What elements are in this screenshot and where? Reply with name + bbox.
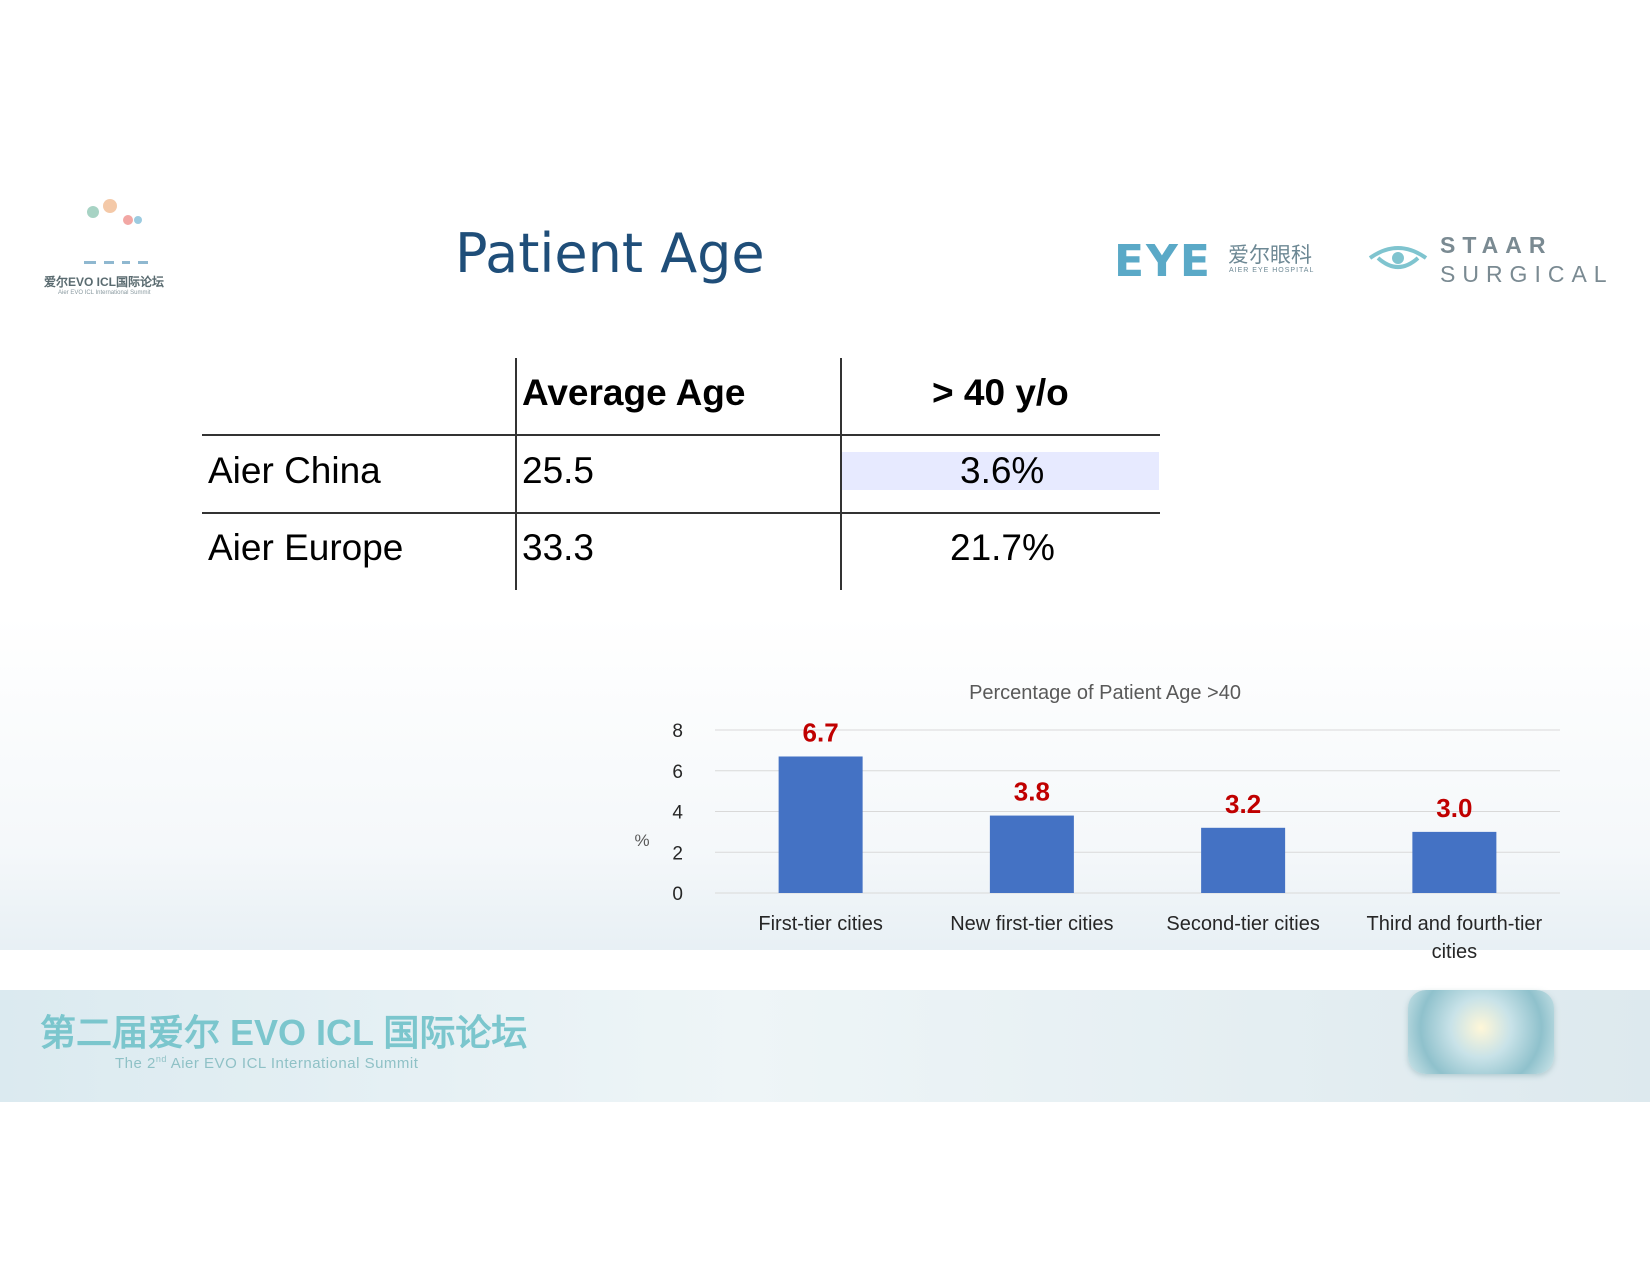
chart-y-axis-label: % — [634, 831, 649, 850]
header-over-40: > 40 y/o — [932, 372, 1069, 413]
footer-subtitle-pre: The 2 — [115, 1055, 156, 1072]
bar-3 — [1201, 827, 1286, 893]
row-label-aier-china: Aier China — [208, 450, 381, 491]
y-tick-label: 0 — [672, 884, 683, 905]
data-label: 6.7 — [803, 717, 839, 747]
cell-aier-europe-average-age: 33.3 — [522, 527, 595, 568]
table-divider — [840, 358, 842, 590]
age-table: Average Age > 40 y/o Aier China 25.5 3.6… — [202, 358, 1160, 590]
summit-logo-text: 爱尔EVO ICL国际论坛 — [44, 275, 165, 289]
x-category-label: Third and fourth-tier cities — [1367, 913, 1543, 963]
aier-logo-cn: 爱尔眼科 — [1228, 243, 1312, 267]
footer-subtitle: The 2nd Aier EVO ICL International Summi… — [115, 1054, 418, 1072]
highlight-cell-aier-china-over40 — [841, 452, 1159, 490]
data-label: 3.2 — [1225, 789, 1261, 819]
row-label-aier-europe: Aier Europe — [208, 527, 404, 568]
summit-logo: 爱尔EVO ICL国际论坛 Aier EVO ICL International… — [40, 198, 190, 308]
table-divider — [515, 358, 517, 590]
cell-aier-china-over-40: 3.6% — [960, 450, 1045, 491]
x-category-label: First-tier cities — [758, 913, 882, 935]
header-average-age: Average Age — [522, 372, 746, 413]
summit-logo-icon — [84, 199, 148, 264]
aier-logo-en: AIER EYE HOSPITAL — [1229, 267, 1315, 274]
table-divider — [202, 512, 1160, 514]
footer-title: 第二届爱尔 EVO ICL 国际论坛 — [40, 1012, 528, 1053]
aier-eye-hospital-logo: EYE 爱尔眼科 AIER EYE HOSPITAL — [1114, 236, 1313, 287]
x-category-label: Second-tier cities — [1166, 913, 1319, 935]
y-tick-label: 2 — [672, 843, 683, 864]
x-category-label: New first-tier cities — [950, 913, 1113, 935]
cell-aier-china-average-age: 25.5 — [522, 450, 595, 491]
bar-chart: Percentage of Patient Age >40 % 0 2 4 6 8 6.… — [634, 682, 1560, 963]
cell-aier-europe-over-40: 21.7% — [950, 527, 1055, 568]
bar-2 — [989, 815, 1074, 893]
staar-surgical-logo: STAAR SURGICAL — [1440, 232, 1614, 288]
lens-image-icon — [1408, 990, 1554, 1074]
chart-title: Percentage of Patient Age >40 — [969, 682, 1241, 704]
summit-logo-subtext: Aier EVO ICL International Summit — [58, 290, 151, 296]
staar-logo-line2: SURGICAL — [1440, 261, 1614, 287]
footer-subtitle-sup: nd — [155, 1054, 167, 1064]
y-tick-label: 6 — [672, 762, 683, 783]
y-tick-label: 8 — [672, 721, 683, 742]
table-divider — [202, 434, 1160, 436]
staar-logo-line1: STAAR — [1440, 232, 1553, 258]
data-label: 3.8 — [1014, 777, 1050, 807]
data-label: 3.0 — [1436, 793, 1472, 823]
staar-eye-icon — [1368, 246, 1428, 269]
y-tick-label: 4 — [672, 803, 683, 824]
footer-subtitle-post: Aier EVO ICL International Summit — [166, 1055, 419, 1072]
aier-eye-mark: EYE — [1114, 236, 1212, 287]
page-title: Patient Age — [455, 222, 765, 285]
footer-band — [0, 990, 1650, 1102]
bar-4 — [1412, 831, 1497, 893]
bar-1 — [778, 756, 863, 893]
